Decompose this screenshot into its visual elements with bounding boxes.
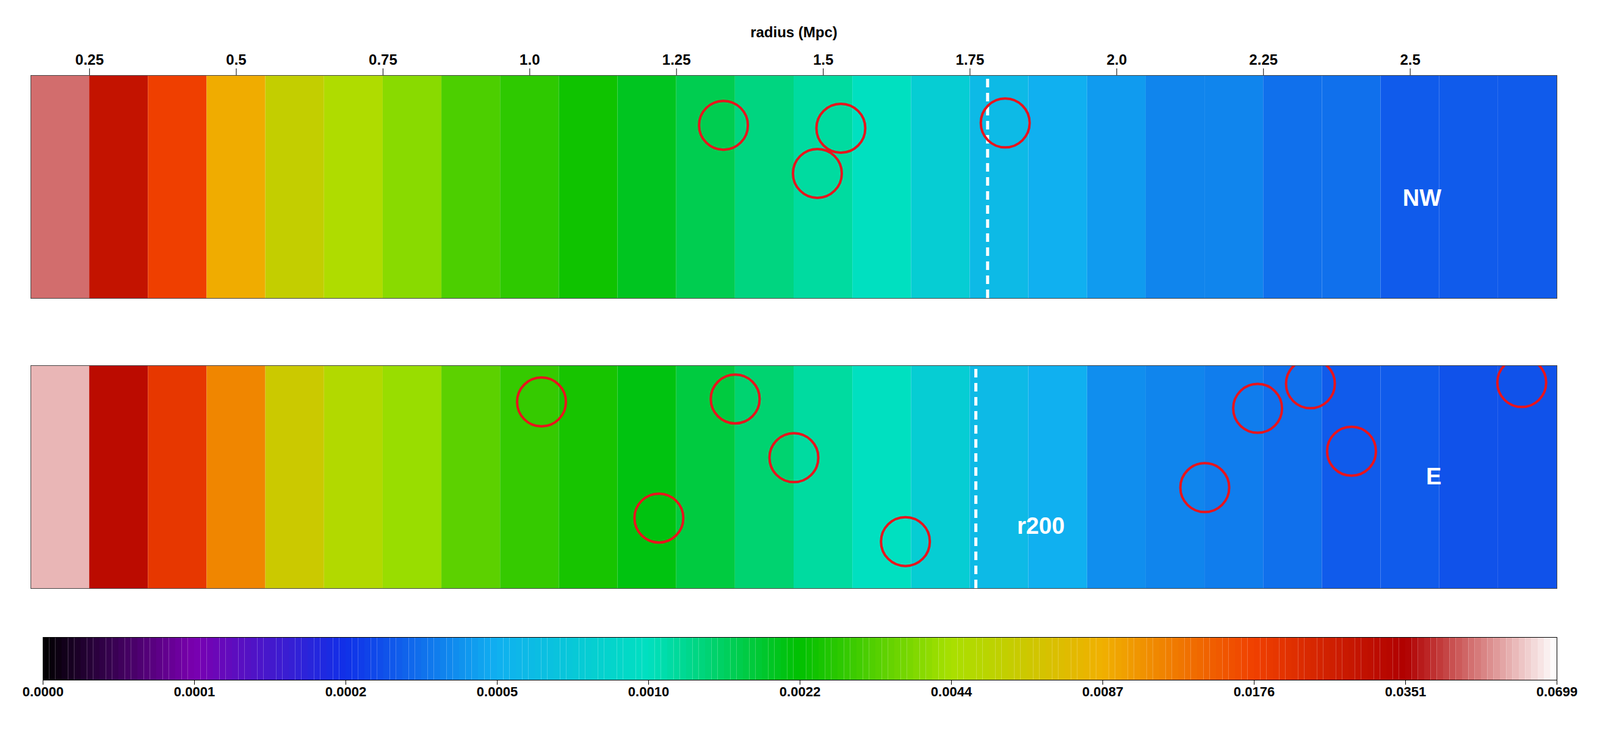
svg-text:E: E <box>1426 463 1442 489</box>
svg-text:0.0010: 0.0010 <box>628 683 670 699</box>
svg-text:0.0000: 0.0000 <box>22 683 64 699</box>
svg-text:1.25: 1.25 <box>662 51 692 68</box>
svg-text:0.0002: 0.0002 <box>325 683 367 699</box>
svg-text:0.0699: 0.0699 <box>1536 683 1578 699</box>
svg-text:2.0: 2.0 <box>1106 51 1127 68</box>
svg-text:radius (Mpc): radius (Mpc) <box>750 23 838 41</box>
svg-text:2.25: 2.25 <box>1248 51 1278 68</box>
svg-text:NW: NW <box>1402 184 1442 211</box>
svg-text:0.0176: 0.0176 <box>1233 683 1275 699</box>
svg-text:2.5: 2.5 <box>1399 51 1420 68</box>
svg-text:0.0351: 0.0351 <box>1385 683 1427 699</box>
svg-text:0.0022: 0.0022 <box>779 683 821 699</box>
svg-text:1.75: 1.75 <box>955 51 985 68</box>
svg-text:0.0005: 0.0005 <box>476 683 518 699</box>
svg-text:1.0: 1.0 <box>519 51 540 68</box>
svg-text:0.0001: 0.0001 <box>173 683 215 699</box>
svg-text:1.5: 1.5 <box>813 51 834 68</box>
svg-text:0.75: 0.75 <box>368 51 398 68</box>
svg-text:0.25: 0.25 <box>75 51 104 68</box>
svg-text:0.0044: 0.0044 <box>930 683 973 699</box>
svg-text:r200: r200 <box>1017 512 1065 539</box>
svg-text:0.0087: 0.0087 <box>1082 683 1124 699</box>
svg-text:0.5: 0.5 <box>225 51 247 68</box>
